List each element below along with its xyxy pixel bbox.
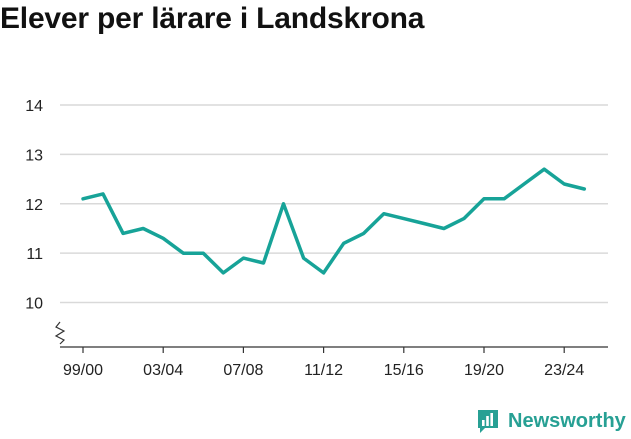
x-tick-label: 19/20 [464, 362, 504, 379]
x-tick-label: 07/08 [223, 362, 263, 379]
series-layer [81, 167, 587, 275]
x-tick-label: 11/12 [304, 362, 343, 379]
axis-break-icon [54, 321, 66, 345]
y-tick-label: 11 [26, 246, 43, 263]
newsworthy-logo-icon [478, 410, 498, 433]
x-tick-label: 03/04 [143, 362, 183, 379]
x-tick-label: 99/00 [63, 362, 103, 379]
grid-lines [60, 104, 608, 304]
x-tick-label: 15/16 [384, 362, 424, 379]
y-tick-label: 12 [25, 197, 43, 214]
x-axis-ticks: 99/00 03/04 07/08 11/12 15/16 19/20 23/24 [63, 347, 584, 379]
series-line [81, 167, 587, 275]
x-axis [54, 321, 608, 348]
chart-title: Elever per lärare i Landskrona [0, 2, 425, 35]
y-tick-label: 14 [25, 98, 43, 115]
y-tick-label: 10 [25, 296, 43, 313]
y-axis-ticks: 10 11 12 13 14 [25, 98, 43, 313]
brand-name: Newsworthy [508, 409, 626, 432]
x-tick-label: 23/24 [544, 362, 584, 379]
brand-footer: Newsworthy [476, 408, 626, 434]
y-tick-label: 13 [25, 147, 43, 164]
